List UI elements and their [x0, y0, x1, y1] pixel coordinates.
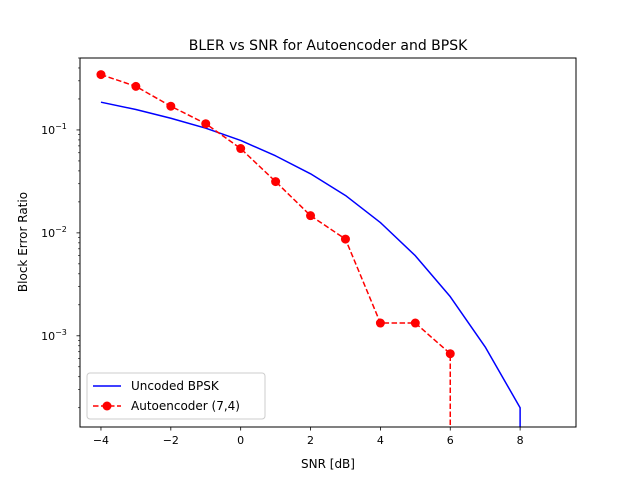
- y-tick-exponent: −1: [55, 122, 67, 131]
- y-axis-label: Block Error Ratio: [16, 192, 30, 292]
- x-tick-label: 4: [377, 434, 384, 447]
- data-point: [271, 177, 281, 187]
- x-tick-label: −4: [93, 434, 109, 447]
- data-point: [236, 144, 246, 154]
- axes-frame: [79, 57, 577, 428]
- y-axis-ticks: 10−310−210−1: [41, 57, 80, 409]
- y-tick-label: 10−3: [41, 328, 67, 343]
- y-tick-exponent: −3: [55, 328, 67, 337]
- x-tick-label: 8: [517, 434, 524, 447]
- data-point: [166, 101, 176, 111]
- data-point: [375, 318, 385, 328]
- y-tick-label: 10−2: [41, 225, 67, 240]
- x-tick-label: 6: [447, 434, 454, 447]
- data-point: [96, 70, 106, 80]
- data-point: [131, 81, 141, 91]
- y-tick-base: 10: [41, 124, 55, 137]
- series-layer: [96, 70, 521, 427]
- y-tick-base: 10: [41, 330, 55, 343]
- x-axis-ticks: −4 −2 0 2 4 6 8: [93, 427, 524, 447]
- x-axis-label: SNR [dB]: [301, 457, 355, 471]
- y-tick-label: 10−1: [41, 122, 67, 137]
- x-tick-label: 2: [307, 434, 314, 447]
- legend-label-autoencoder: Autoencoder (7,4): [131, 399, 240, 413]
- chart-title: BLER vs SNR for Autoencoder and BPSK: [189, 38, 468, 54]
- data-point: [340, 234, 350, 244]
- legend-label-uncoded-bpsk: Uncoded BPSK: [131, 379, 220, 393]
- plot-area: −4 −2 0 2 4 6 8 10−310−210−1: [41, 57, 577, 447]
- y-tick-base: 10: [41, 227, 55, 240]
- y-tick-exponent: −2: [55, 225, 67, 234]
- data-point: [306, 211, 316, 221]
- legend: Uncoded BPSK Autoencoder (7,4): [86, 372, 266, 420]
- x-tick-label: 0: [237, 434, 244, 447]
- legend-box: [86, 372, 266, 420]
- data-point: [445, 349, 455, 359]
- legend-marker-autoencoder: [102, 401, 112, 411]
- x-tick-label: −2: [163, 434, 179, 447]
- data-point: [201, 119, 211, 129]
- data-point: [410, 318, 420, 328]
- series-line-0: [100, 101, 521, 427]
